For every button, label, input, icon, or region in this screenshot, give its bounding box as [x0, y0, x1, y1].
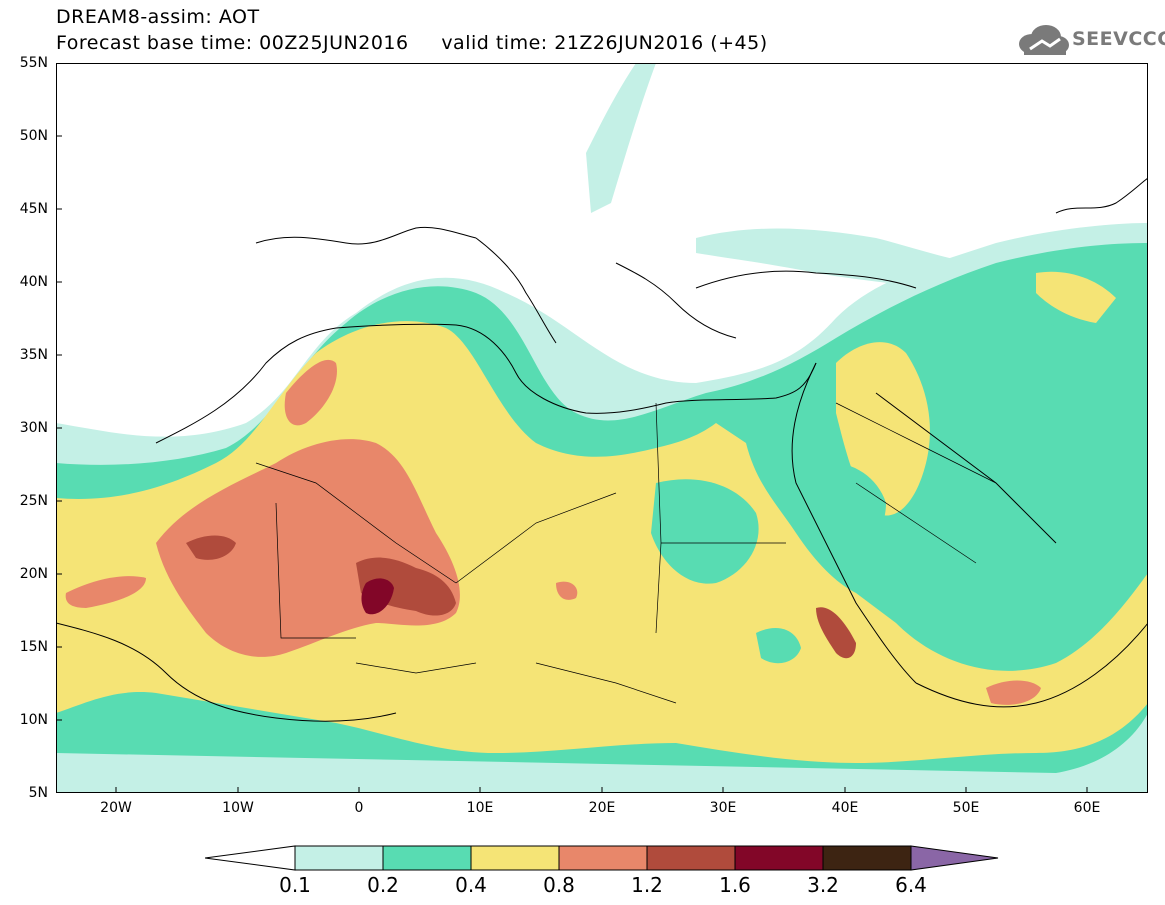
lon-label-0: 0	[354, 800, 364, 816]
lon-label-30e: 30E	[709, 800, 737, 816]
valid-time-value: 21Z26JUN2016 (+45)	[554, 32, 768, 54]
colorbar-label-6.4: 6.4	[895, 873, 927, 897]
colorbar-label-1.6: 1.6	[719, 873, 751, 897]
lat-label-20n: 20N	[19, 566, 48, 582]
lon-label-60e: 60E	[1073, 800, 1101, 816]
colorbar-segment-below	[205, 845, 296, 871]
country-borders	[255, 402, 997, 704]
lat-label-30n: 30N	[19, 420, 48, 436]
lat-label-55n: 55N	[19, 55, 48, 71]
lat-label-5n: 5N	[28, 785, 48, 801]
logo-text: SEEVCCC	[1072, 28, 1165, 50]
base-time-value: 00Z25JUN2016	[259, 32, 409, 54]
aot-contour-0.4	[56, 271, 1148, 763]
forecast-times: Forecast base time: 00Z25JUN2016 valid t…	[56, 32, 768, 54]
lon-label-50e: 50E	[952, 800, 980, 816]
aot-contour-1.6	[361, 578, 394, 615]
colorbar-segment-0.8	[558, 845, 648, 871]
colorbar-label-0.1: 0.1	[279, 873, 311, 897]
seevccc-logo: SEEVCCC	[1016, 22, 1165, 58]
map-frame	[56, 63, 1148, 793]
aot-colorbar	[205, 845, 999, 871]
lon-label-40e: 40E	[831, 800, 859, 816]
model-title: DREAM8-assim: AOT	[56, 6, 260, 28]
lat-label-15n: 15N	[19, 639, 48, 655]
lat-label-10n: 10N	[19, 712, 48, 728]
colorbar-segment-above	[910, 845, 999, 871]
lat-label-45n: 45N	[19, 201, 48, 217]
base-time-label: Forecast base time:	[56, 32, 253, 54]
colorbar-segment-3.2	[822, 845, 912, 871]
colorbar-segment-1.6	[734, 845, 824, 871]
lon-label-20w: 20W	[100, 800, 132, 816]
colorbar-label-0.4: 0.4	[455, 873, 487, 897]
colorbar-segment-0.4	[470, 845, 560, 871]
aot-contour-0.2-interior	[651, 462, 886, 664]
lat-label-40n: 40N	[19, 274, 48, 290]
colorbar-segment-0.2	[382, 845, 472, 871]
colorbar-label-0.8: 0.8	[543, 873, 575, 897]
colorbar-label-0.2: 0.2	[367, 873, 399, 897]
colorbar-label-1.2: 1.2	[631, 873, 663, 897]
valid-time-label: valid time:	[441, 32, 548, 54]
lon-label-10w: 10W	[222, 800, 254, 816]
lat-label-50n: 50N	[19, 128, 48, 144]
lon-label-10e: 10E	[466, 800, 494, 816]
colorbar-segment-1.2	[646, 845, 736, 871]
aot-map	[56, 63, 1148, 793]
colorbar-segment-0.1	[294, 845, 384, 871]
colorbar-label-3.2: 3.2	[807, 873, 839, 897]
lat-label-25n: 25N	[19, 493, 48, 509]
cloud-icon	[1019, 25, 1069, 55]
coastlines	[56, 177, 1148, 722]
lon-label-20e: 20E	[588, 800, 616, 816]
lat-label-35n: 35N	[19, 347, 48, 363]
map-canvas	[56, 63, 1148, 793]
